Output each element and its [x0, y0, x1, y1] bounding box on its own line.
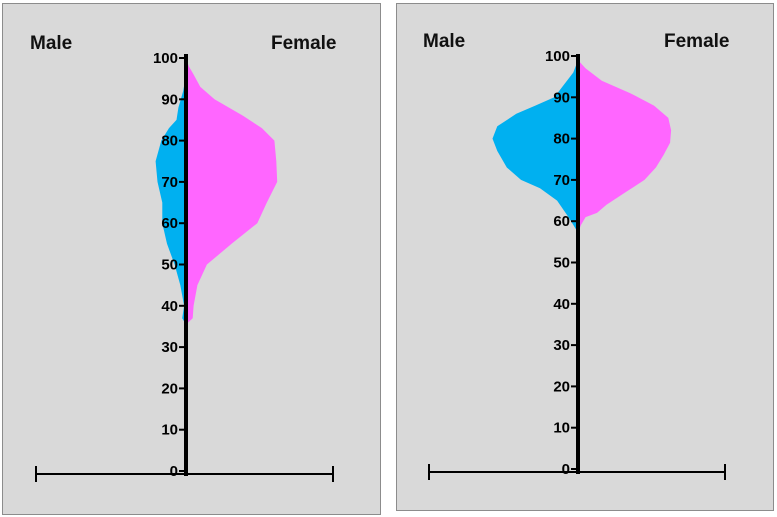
chart-panel-left: 0 10 20 30 40 50 60 70 80 90 100 Male Female	[2, 3, 381, 515]
y-tick-label: 30	[553, 337, 570, 354]
male-label: Male	[423, 31, 465, 52]
y-tick-label: 30	[161, 339, 178, 356]
y-tick-label: 50	[553, 255, 570, 272]
y-tick-label: 70	[553, 172, 570, 189]
male-distribution-area	[155, 74, 186, 325]
y-tick-label: 20	[161, 380, 178, 397]
y-tick-label: 70	[161, 174, 178, 191]
y-tick-label: 0	[562, 461, 570, 478]
y-tick-label: 50	[161, 257, 178, 274]
male-distribution-area	[492, 60, 578, 242]
male-label: Male	[30, 33, 72, 54]
y-tick-label: 10	[553, 420, 570, 437]
female-label: Female	[271, 33, 336, 54]
y-tick-label: 20	[553, 378, 570, 395]
y-tick-label: 0	[170, 463, 178, 480]
y-tick-label: 80	[553, 131, 570, 148]
female-label: Female	[664, 31, 729, 52]
chart-panel-right: 0 10 20 30 40 50 60 70 80 90 100 Male Female	[396, 3, 774, 511]
y-tick-label: 80	[161, 133, 178, 150]
chart-svg-left: 0 10 20 30 40 50 60 70 80 90 100 Male Female	[30, 33, 336, 482]
y-tick-label: 10	[161, 422, 178, 439]
y-tick-label: 100	[545, 48, 570, 65]
y-axis-ticks: 0 10 20 30 40 50 60 70 80 90 100	[153, 50, 186, 480]
y-tick-label: 100	[153, 50, 178, 67]
female-distribution-area	[578, 60, 672, 234]
y-tick-label: 40	[161, 298, 178, 315]
female-distribution-area	[186, 58, 278, 325]
chart-svg-right: 0 10 20 30 40 50 60 70 80 90 100 Male Female	[423, 31, 729, 480]
y-tick-label: 40	[553, 296, 570, 313]
y-tick-label: 90	[553, 89, 570, 106]
y-tick-label: 60	[553, 213, 570, 230]
y-tick-label: 90	[161, 91, 178, 108]
y-tick-label: 60	[161, 215, 178, 232]
